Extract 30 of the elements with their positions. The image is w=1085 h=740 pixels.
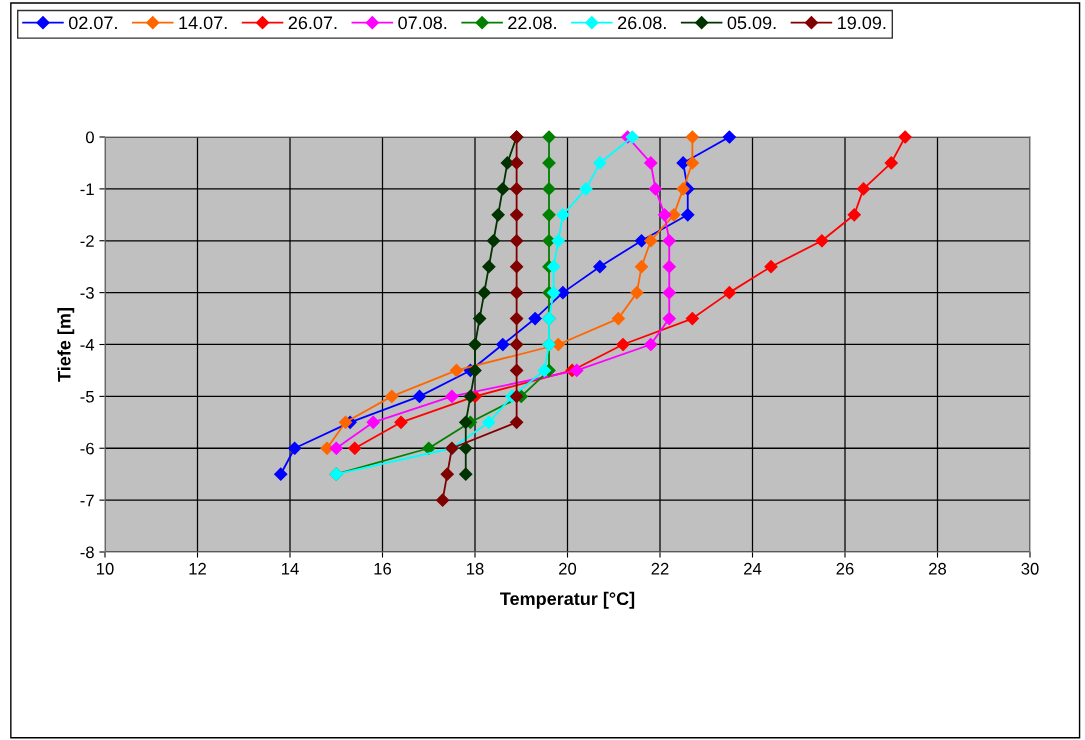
x-axis-title: Temperatur [°C]: [500, 591, 635, 609]
y-tick-label: -2: [80, 235, 94, 247]
y-tick-label: -8: [80, 546, 94, 559]
x-tick-label: 24: [744, 562, 762, 575]
x-tick-label: 28: [929, 562, 947, 575]
x-tick-label: 20: [559, 562, 577, 575]
y-tick-label: -1: [80, 183, 94, 195]
legend-label: 19.09.: [838, 16, 886, 30]
legend-label: 07.08.: [398, 16, 447, 30]
x-tick-label: 22: [651, 562, 669, 575]
legend-label: 26.08.: [618, 16, 666, 30]
x-tick-label: 10: [97, 562, 114, 575]
y-tick-label: -7: [80, 494, 94, 507]
x-tick-label: 26: [836, 562, 854, 575]
y-axis-title: Tiefe [m]: [57, 308, 75, 382]
legend-label: 02.07.: [68, 16, 117, 30]
y-tick-label: -5: [80, 390, 94, 403]
y-tick-label: -4: [80, 339, 95, 351]
x-tick-label: 30: [1021, 562, 1039, 575]
x-tick-label: 12: [189, 562, 206, 575]
legend-label: 26.07.: [288, 16, 337, 30]
y-tick-label: -3: [80, 287, 94, 299]
x-tick-label: 16: [374, 562, 392, 575]
legend-label: 22.08.: [508, 16, 556, 30]
x-tick-label: 14: [282, 563, 299, 575]
y-tick-label: 0: [85, 131, 94, 144]
legend-label: 14.07.: [179, 16, 227, 30]
legend-label: 05.09.: [727, 16, 776, 30]
x-tick-label: 18: [467, 562, 484, 575]
y-tick-label: -6: [80, 442, 94, 455]
